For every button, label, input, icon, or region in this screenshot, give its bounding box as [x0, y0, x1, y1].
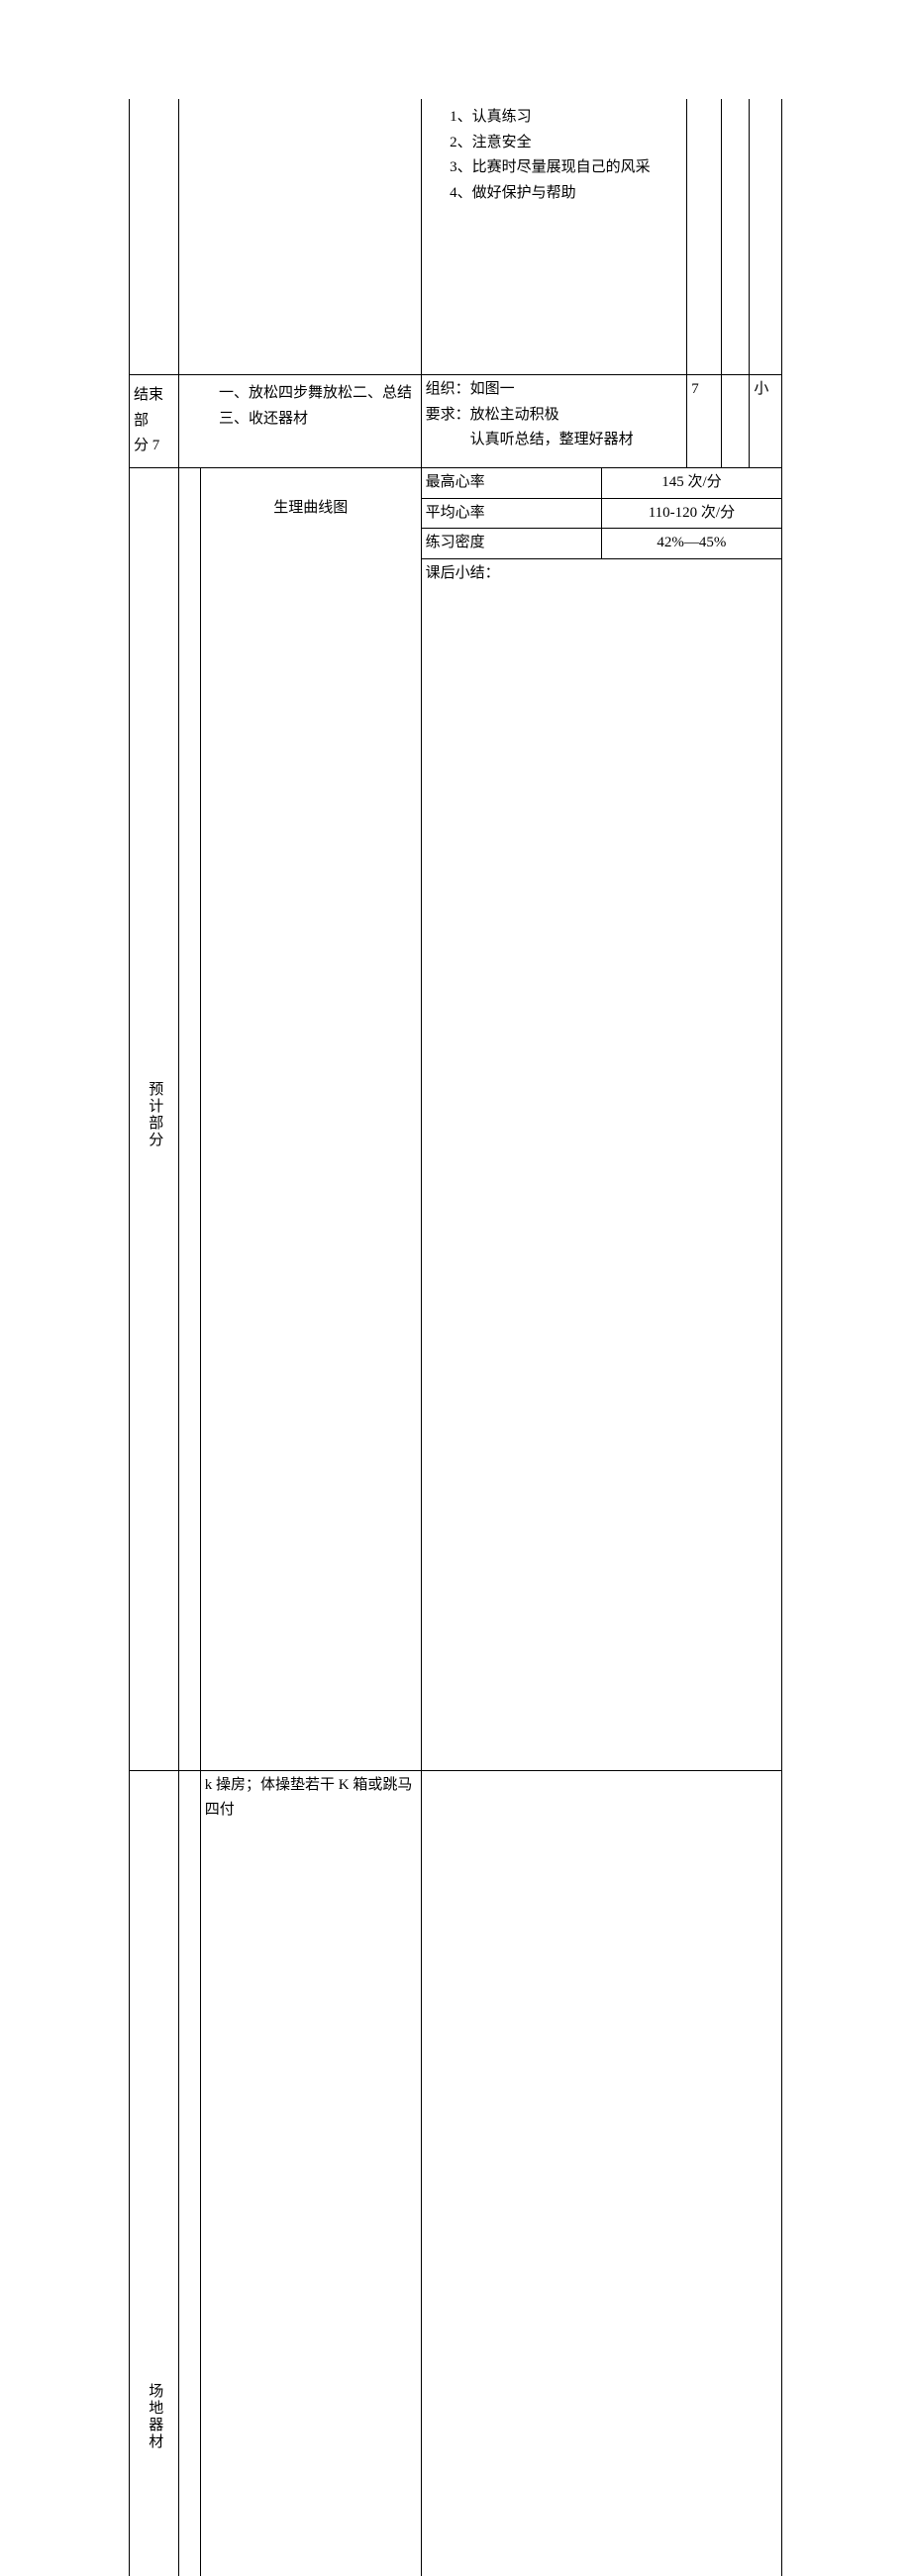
- max-hr-value: 145 次/分: [601, 468, 781, 498]
- ending-section-label: 结束部 分 7: [130, 375, 179, 468]
- venue-section-label: 场地器材: [130, 1770, 179, 2576]
- org-line-3: 认真听总结，整理好器材: [426, 428, 634, 453]
- ending-time: 7: [687, 375, 722, 468]
- stats-block: 最高心率 145 次/分 平均心率 110-120 次/分 练习密度 42%—4…: [421, 468, 781, 1771]
- row1-col2: [722, 99, 750, 375]
- summary-row: 课后小结：: [422, 558, 781, 677]
- avg-hr-row: 平均心率 110-120 次/分: [422, 498, 781, 529]
- row1-intensity: [750, 99, 782, 375]
- req-item-1: 1、认真练习: [428, 105, 683, 131]
- req-item-3: 3、比赛时尽量展现自己的风采: [428, 155, 683, 181]
- venue-equipment-row: 场地器材 k 操房；体操垫若干 K 箱或跳马四付: [130, 1770, 782, 2576]
- practice-requirements-row: 1、认真练习 2、注意安全 3、比赛时尽量展现自己的风采 4、做好保护与帮助: [130, 99, 782, 375]
- avg-hr-value: 110-120 次/分: [601, 498, 781, 529]
- prediction-section-label: 预计部分: [130, 468, 179, 1771]
- row1-time: [687, 99, 722, 375]
- req-item-4: 4、做好保护与帮助: [428, 181, 683, 207]
- prediction-section-row: 预计部分 生理曲线图 最高心率 145 次/分 平均心率 110-120 次/分…: [130, 468, 782, 1771]
- summary-label: 课后小结：: [422, 558, 781, 677]
- prediction-spacer: [179, 468, 201, 1771]
- ending-organization: 组织：如图一 要求：放松主动积极 认真听总结，整理好器材: [421, 375, 687, 468]
- req-item-2: 2、注意安全: [428, 131, 683, 156]
- org-line-2: 要求：放松主动积极: [426, 407, 559, 423]
- ending-intensity: 小: [750, 375, 782, 468]
- max-hr-row: 最高心率 145 次/分: [422, 468, 781, 498]
- row1-requirements: 1、认真练习 2、注意安全 3、比赛时尽量展现自己的风采 4、做好保护与帮助: [421, 99, 687, 375]
- row1-content: [179, 99, 422, 375]
- ending-col2: [722, 375, 750, 468]
- lesson-plan-table: 1、认真练习 2、注意安全 3、比赛时尽量展现自己的风采 4、做好保护与帮助 结…: [129, 99, 782, 2576]
- physio-curve-label: 生理曲线图: [200, 468, 421, 1771]
- venue-spacer: [179, 1770, 201, 2576]
- row1-label: [130, 99, 179, 375]
- max-hr-label: 最高心率: [422, 468, 602, 498]
- ending-content: 一、放松四步舞放松二、总结三、收还器材: [179, 375, 422, 468]
- density-value: 42%—45%: [601, 529, 781, 559]
- venue-notes: [421, 1770, 781, 2576]
- stats-table: 最高心率 145 次/分 平均心率 110-120 次/分 练习密度 42%—4…: [422, 468, 781, 677]
- org-line-1: 组织：如图一: [426, 381, 515, 397]
- avg-hr-label: 平均心率: [422, 498, 602, 529]
- venue-content: k 操房；体操垫若干 K 箱或跳马四付: [200, 1770, 421, 2576]
- ending-section-row: 结束部 分 7 一、放松四步舞放松二、总结三、收还器材 组织：如图一 要求：放松…: [130, 375, 782, 468]
- density-row: 练习密度 42%—45%: [422, 529, 781, 559]
- density-label: 练习密度: [422, 529, 602, 559]
